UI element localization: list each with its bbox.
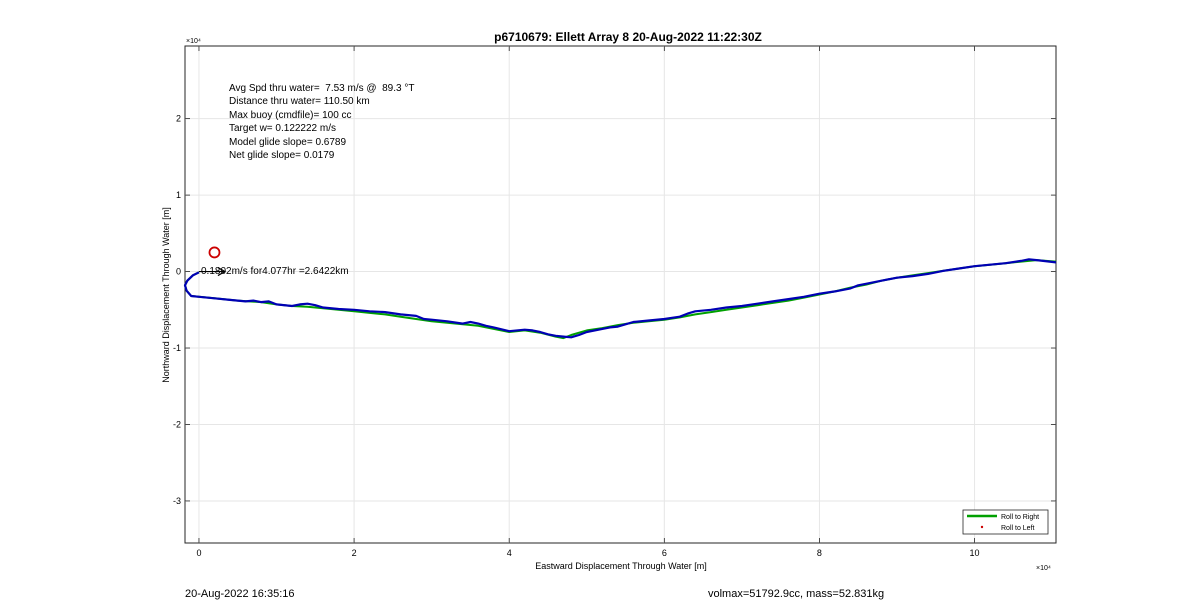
legend-box [962, 509, 1049, 535]
x-tick-label: 10 [970, 548, 980, 558]
current-vector-arrowhead [217, 267, 227, 277]
annotation-distance: Distance thru water= 110.50 km [229, 96, 370, 107]
chart-extras [198, 246, 227, 277]
x-axis-label: Eastward Displacement Through Water [m] [535, 561, 707, 571]
y-tick-label: -3 [173, 496, 181, 506]
series-lines [183, 258, 1057, 340]
legend-label-roll-left: Roll to Left [1001, 525, 1035, 532]
annotation-model-glide: Model glide slope= 0.6789 [229, 137, 346, 148]
annotation-target-w: Target w= 0.122222 m/s [229, 123, 336, 134]
annotation-avg-speed: Avg Spd thru water= 7.53 m/s @ 89.3 °T [229, 83, 414, 94]
series-line-roll-to-left [183, 258, 1057, 339]
x-tick-label: 4 [507, 548, 512, 558]
legend-label-roll-right: Roll to Right [1001, 514, 1039, 521]
x-ticks: 0 2 4 6 8 10 [196, 46, 980, 558]
plot-area [184, 45, 1057, 544]
annotation-net-glide: Net glide slope= 0.0179 [229, 150, 335, 161]
y-ticks: -3 -2 -1 0 1 2 [173, 114, 1056, 506]
annotation-block: Avg Spd thru water= 7.53 m/s @ 89.3 °T D… [229, 83, 414, 161]
y-tick-label: 2 [176, 114, 181, 124]
legend: Roll to Right Roll to Left [962, 509, 1049, 535]
current-label: 0.1802m/s for4.077hr =2.6422km [201, 266, 349, 277]
y-axis-label: Northward Displacement Through Water [m] [161, 207, 171, 383]
grid [185, 46, 1056, 543]
y-tick-label: 0 [176, 267, 181, 277]
x-tick-label: 2 [352, 548, 357, 558]
x-exponent-label: ×10⁴ [1036, 565, 1051, 572]
start-marker-circle [208, 246, 221, 259]
y-tick-label: -2 [173, 419, 181, 429]
x-tick-label: 0 [196, 548, 201, 558]
x-tick-label: 8 [817, 548, 822, 558]
chart-title: p6710679: Ellett Array 8 20-Aug-2022 11:… [494, 30, 762, 44]
y-tick-label: 1 [176, 190, 181, 200]
y-exponent-label: ×10⁴ [186, 38, 201, 45]
footer-timestamp: 20-Aug-2022 16:35:16 [185, 588, 295, 600]
y-tick-label: -1 [173, 343, 181, 353]
footer-volmax-mass: volmax=51792.9cc, mass=52.831kg [708, 588, 885, 600]
annotation-max-buoy: Max buoy (cmdfile)= 100 cc [229, 110, 352, 121]
legend-swatch-roll-left [980, 525, 984, 529]
x-tick-label: 6 [662, 548, 667, 558]
